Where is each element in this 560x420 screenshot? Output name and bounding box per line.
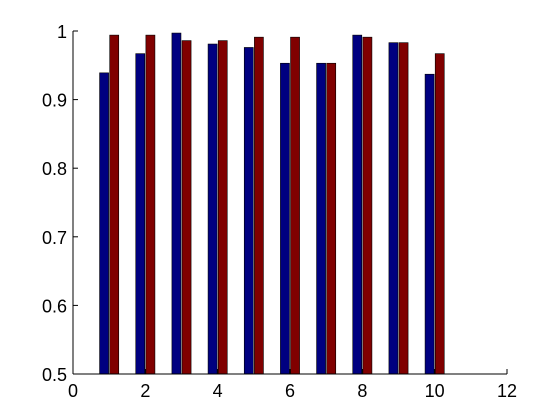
bar-series-1-x-1 <box>99 72 109 375</box>
bar-series-1-x-7 <box>316 62 326 375</box>
y-tick-label: 0.6 <box>42 296 67 316</box>
bar-series-1-x-10 <box>424 73 435 375</box>
bar-series-2-x-5 <box>254 36 264 375</box>
bar-series-2-x-8 <box>362 36 373 375</box>
plot-area <box>73 31 507 374</box>
bar-series-2-x-9 <box>398 42 409 375</box>
bar-series-2-x-4 <box>217 40 228 375</box>
y-tick-label: 0.9 <box>42 91 67 111</box>
x-tick-label: 0 <box>68 381 78 401</box>
bar-series-2-x-6 <box>290 36 300 375</box>
bar-series-2-x-2 <box>145 34 156 375</box>
y-tick-label: 0.5 <box>42 365 67 385</box>
y-tick-label: 0.7 <box>42 228 67 248</box>
bar-series-1-x-6 <box>280 62 290 375</box>
x-tick-label: 8 <box>357 381 367 401</box>
bar-series-1-x-2 <box>135 53 146 375</box>
x-tick-label: 12 <box>497 381 517 401</box>
y-tick-label: 0.8 <box>42 159 67 179</box>
x-tick-label: 10 <box>425 381 445 401</box>
tick-labels: 0 2 4 6 8 10 12 0.5 0.6 0.7 0.8 0.9 1 <box>42 22 517 401</box>
bar-series-2-x-7 <box>326 62 337 375</box>
bar-series-1-x-4 <box>207 43 218 375</box>
bar-series-1-x-9 <box>388 42 399 375</box>
bar-series-2-x-1 <box>109 34 120 375</box>
x-tick-label: 6 <box>285 381 295 401</box>
x-tick-label: 4 <box>213 381 223 401</box>
y-tick-label: 1 <box>57 22 67 42</box>
bar-series-1-x-3 <box>171 32 182 375</box>
x-tick-label: 2 <box>140 381 150 401</box>
tick-marks <box>72 30 508 375</box>
bar-series-1-x-5 <box>243 47 254 375</box>
bar-series-2-x-3 <box>181 40 192 375</box>
bar-series-1-x-8 <box>352 34 363 375</box>
bar-series-2-x-10 <box>434 53 445 375</box>
